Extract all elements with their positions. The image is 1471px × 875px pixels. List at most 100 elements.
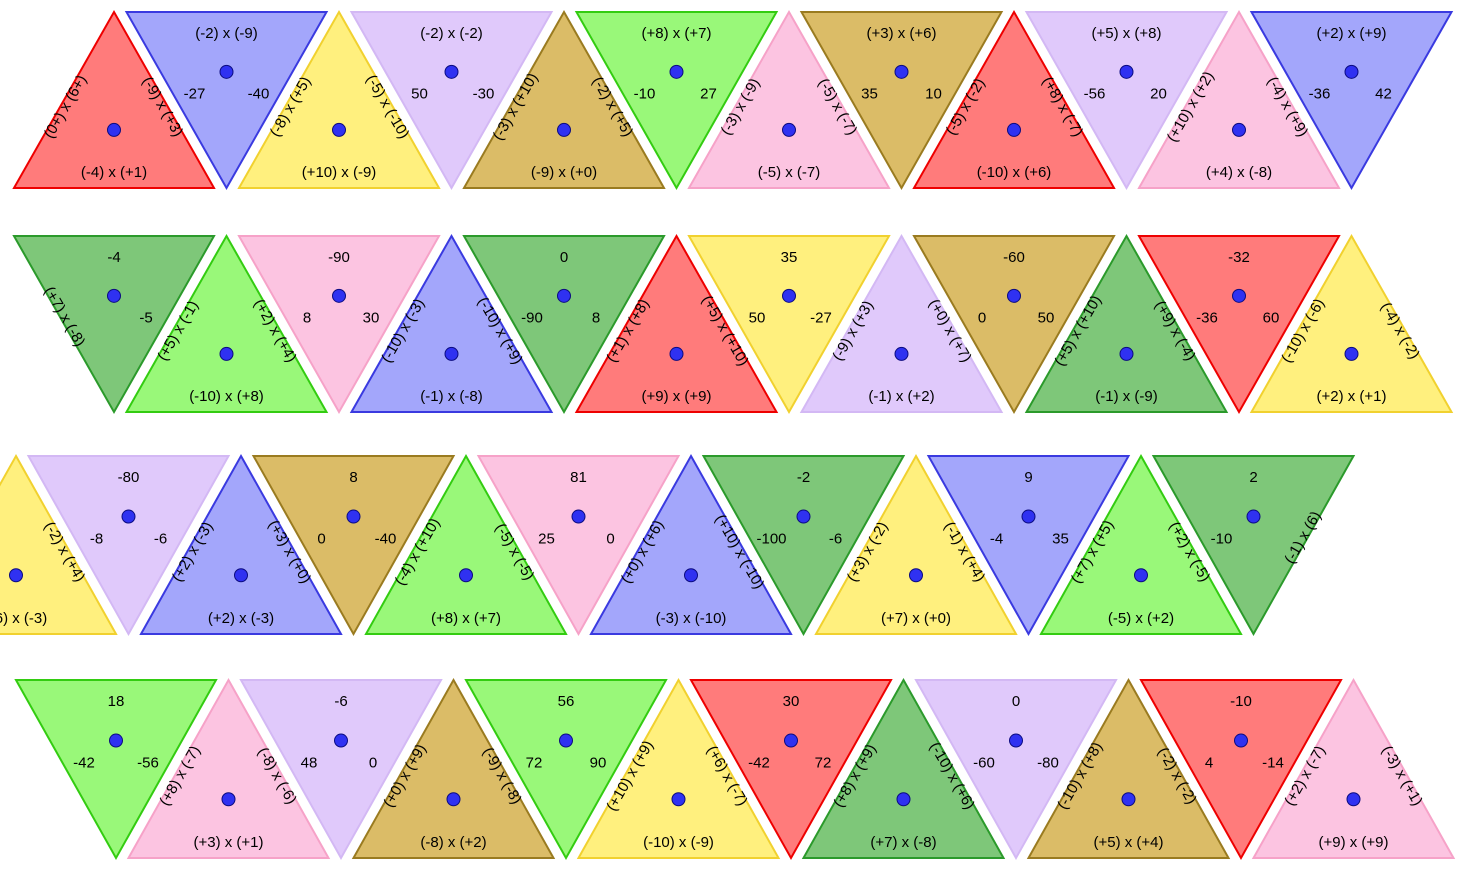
center-dot — [444, 64, 459, 79]
center-dot — [557, 288, 571, 303]
puzzle-piece[interactable]: -80 -8 -6 — [26, 455, 231, 637]
center-dot — [1232, 122, 1246, 137]
bottom-edge-label: (+7) x (-8) — [870, 834, 936, 851]
center-dot — [1007, 288, 1021, 303]
puzzle-piece[interactable]: -90 8 30 — [237, 235, 441, 415]
triangle-shape — [589, 453, 793, 635]
center-dot — [1344, 64, 1359, 79]
puzzle-piece[interactable]: 0 -90 8 — [462, 235, 666, 415]
center-dot — [1246, 509, 1261, 524]
triangle-shape — [1249, 233, 1454, 413]
center-dot — [444, 346, 459, 361]
center-dot — [107, 288, 121, 303]
triangle-row-2: -4(+7) x (-8) -5(-10) x (+8)(+5) x (-1) (+… — [12, 233, 1454, 415]
top-edge-label: 56 — [558, 693, 575, 710]
center-dot — [669, 346, 684, 361]
left-edge-label: -90 — [521, 310, 543, 327]
bottom-edge-label: (+4) x (-8) — [1206, 164, 1272, 181]
left-edge-label: -42 — [73, 755, 95, 772]
center-dot — [1007, 122, 1021, 137]
puzzle-piece[interactable]: 81 25 0 — [476, 455, 681, 637]
left-edge-label: 0 — [317, 531, 325, 548]
triangle-shape — [351, 677, 556, 859]
left-edge-label: -4 — [990, 531, 1003, 548]
triangle-shape — [251, 455, 456, 637]
puzzle-piece[interactable]: -10 4 -14 — [1139, 679, 1343, 861]
triangle-shape — [574, 11, 779, 191]
bottom-edge-label: (+8) x (+7) — [431, 610, 501, 627]
right-edge-label: 72 — [815, 755, 832, 772]
center-dot — [221, 792, 236, 807]
puzzle-piece[interactable]: 30 -42 72 — [689, 679, 893, 861]
center-dot — [1232, 288, 1246, 303]
center-dot — [684, 568, 698, 583]
triangle-shape — [799, 233, 1004, 413]
center-dot — [332, 122, 346, 137]
right-edge-label: 30 — [363, 310, 380, 327]
left-edge-label: -8 — [90, 531, 103, 548]
triangle-shape — [364, 453, 568, 635]
triangle-shape — [687, 9, 891, 189]
top-edge-label: -2 — [797, 469, 810, 486]
puzzle-piece[interactable]: (-2) x (-9) -27 -40 — [124, 11, 329, 191]
top-edge-label: 35 — [781, 249, 798, 266]
center-dot — [1021, 509, 1036, 524]
right-edge-label: 90 — [590, 755, 607, 772]
top-edge-label: (+2) x (+9) — [1316, 25, 1386, 42]
triangle-shape — [1137, 235, 1341, 415]
right-edge-label: -6 — [829, 531, 842, 548]
puzzle-piece[interactable]: (+2) x (+9) -36 42 — [1249, 11, 1454, 191]
top-edge-label: (-2) x (-2) — [420, 25, 483, 42]
puzzle-piece[interactable]: 35 50 -27 — [687, 235, 891, 415]
puzzle-piece[interactable]: (+8) x (+7)(-4) x (+10) (-5) x (-5) — [364, 453, 568, 635]
top-edge-label: 0 — [1012, 693, 1020, 710]
puzzle-piece[interactable]: 8 0 -40 — [251, 455, 456, 637]
center-dot — [1346, 792, 1361, 807]
right-edge-label: 0 — [369, 755, 377, 772]
puzzle-piece[interactable]: (-4) x (+1)(0+) x (6+) (-9) x (+3) — [12, 9, 216, 189]
top-edge-label: -60 — [1003, 249, 1025, 266]
puzzle-piece[interactable]: (-5) x (-7)(-3) x (-9) (-5) x (-7) — [687, 9, 891, 189]
center-dot — [1234, 733, 1248, 748]
right-edge-label: 0 — [606, 531, 614, 548]
puzzle-piece[interactable]: (-2) x (-2) 50 -30 — [349, 11, 554, 191]
left-edge-label: -56 — [1084, 86, 1106, 103]
right-edge-label: -56 — [137, 755, 159, 772]
top-edge-label: (+3) x (+6) — [866, 25, 936, 42]
puzzle-piece[interactable]: 9 -4 35 — [926, 455, 1131, 637]
puzzle-piece[interactable]: (+5) x (+8) -56 20 — [1024, 11, 1229, 191]
puzzle-piece[interactable]: -32 -36 60 — [1137, 235, 1341, 415]
puzzle-piece[interactable]: (+8) x (+7) -10 27 — [574, 11, 779, 191]
left-edge-label: -42 — [748, 755, 770, 772]
right-edge-label: -14 — [1262, 755, 1284, 772]
puzzle-piece[interactable]: -60 0 50 — [912, 235, 1116, 415]
top-edge-label: -4 — [107, 249, 120, 266]
puzzle-piece[interactable]: (+3) x (+6) 35 10 — [799, 11, 1004, 191]
bottom-edge-label: (-10) x (+6) — [977, 164, 1052, 181]
top-edge-label: -80 — [118, 469, 140, 486]
top-edge-label: -32 — [1228, 249, 1250, 266]
puzzle-piece[interactable]: 0 -60 -80 — [914, 679, 1118, 861]
top-edge-label: 81 — [570, 469, 587, 486]
bottom-edge-label: (-5) x (+2) — [1108, 610, 1174, 627]
center-dot — [782, 122, 796, 137]
center-dot — [1134, 568, 1148, 583]
triangle-shape — [574, 233, 779, 413]
triangle-shape — [1139, 679, 1343, 861]
puzzle-piece[interactable]: 56 72 90 — [464, 679, 668, 861]
puzzle-piece[interactable]: -2 -100 -6 — [701, 455, 906, 637]
puzzle-piece[interactable]: (+5) x (+4)(-10) x (+8) (-2) x (-2) — [1026, 677, 1231, 859]
triangle-shape — [239, 679, 443, 861]
center-dot — [1121, 792, 1136, 807]
top-edge-label: 30 — [783, 693, 800, 710]
puzzle-piece[interactable]: 18 -42 -56 — [14, 679, 218, 861]
triangle-shape — [912, 9, 1116, 189]
center-dot — [909, 568, 923, 583]
bottom-edge-label: (+10) x (-9) — [302, 164, 377, 181]
right-edge-label: -30 — [473, 86, 495, 103]
triangle-shape — [1151, 455, 1356, 637]
puzzle-piece[interactable]: -6 48 0 — [239, 679, 443, 861]
left-edge-label: -60 — [973, 755, 995, 772]
center-dot — [219, 346, 234, 361]
